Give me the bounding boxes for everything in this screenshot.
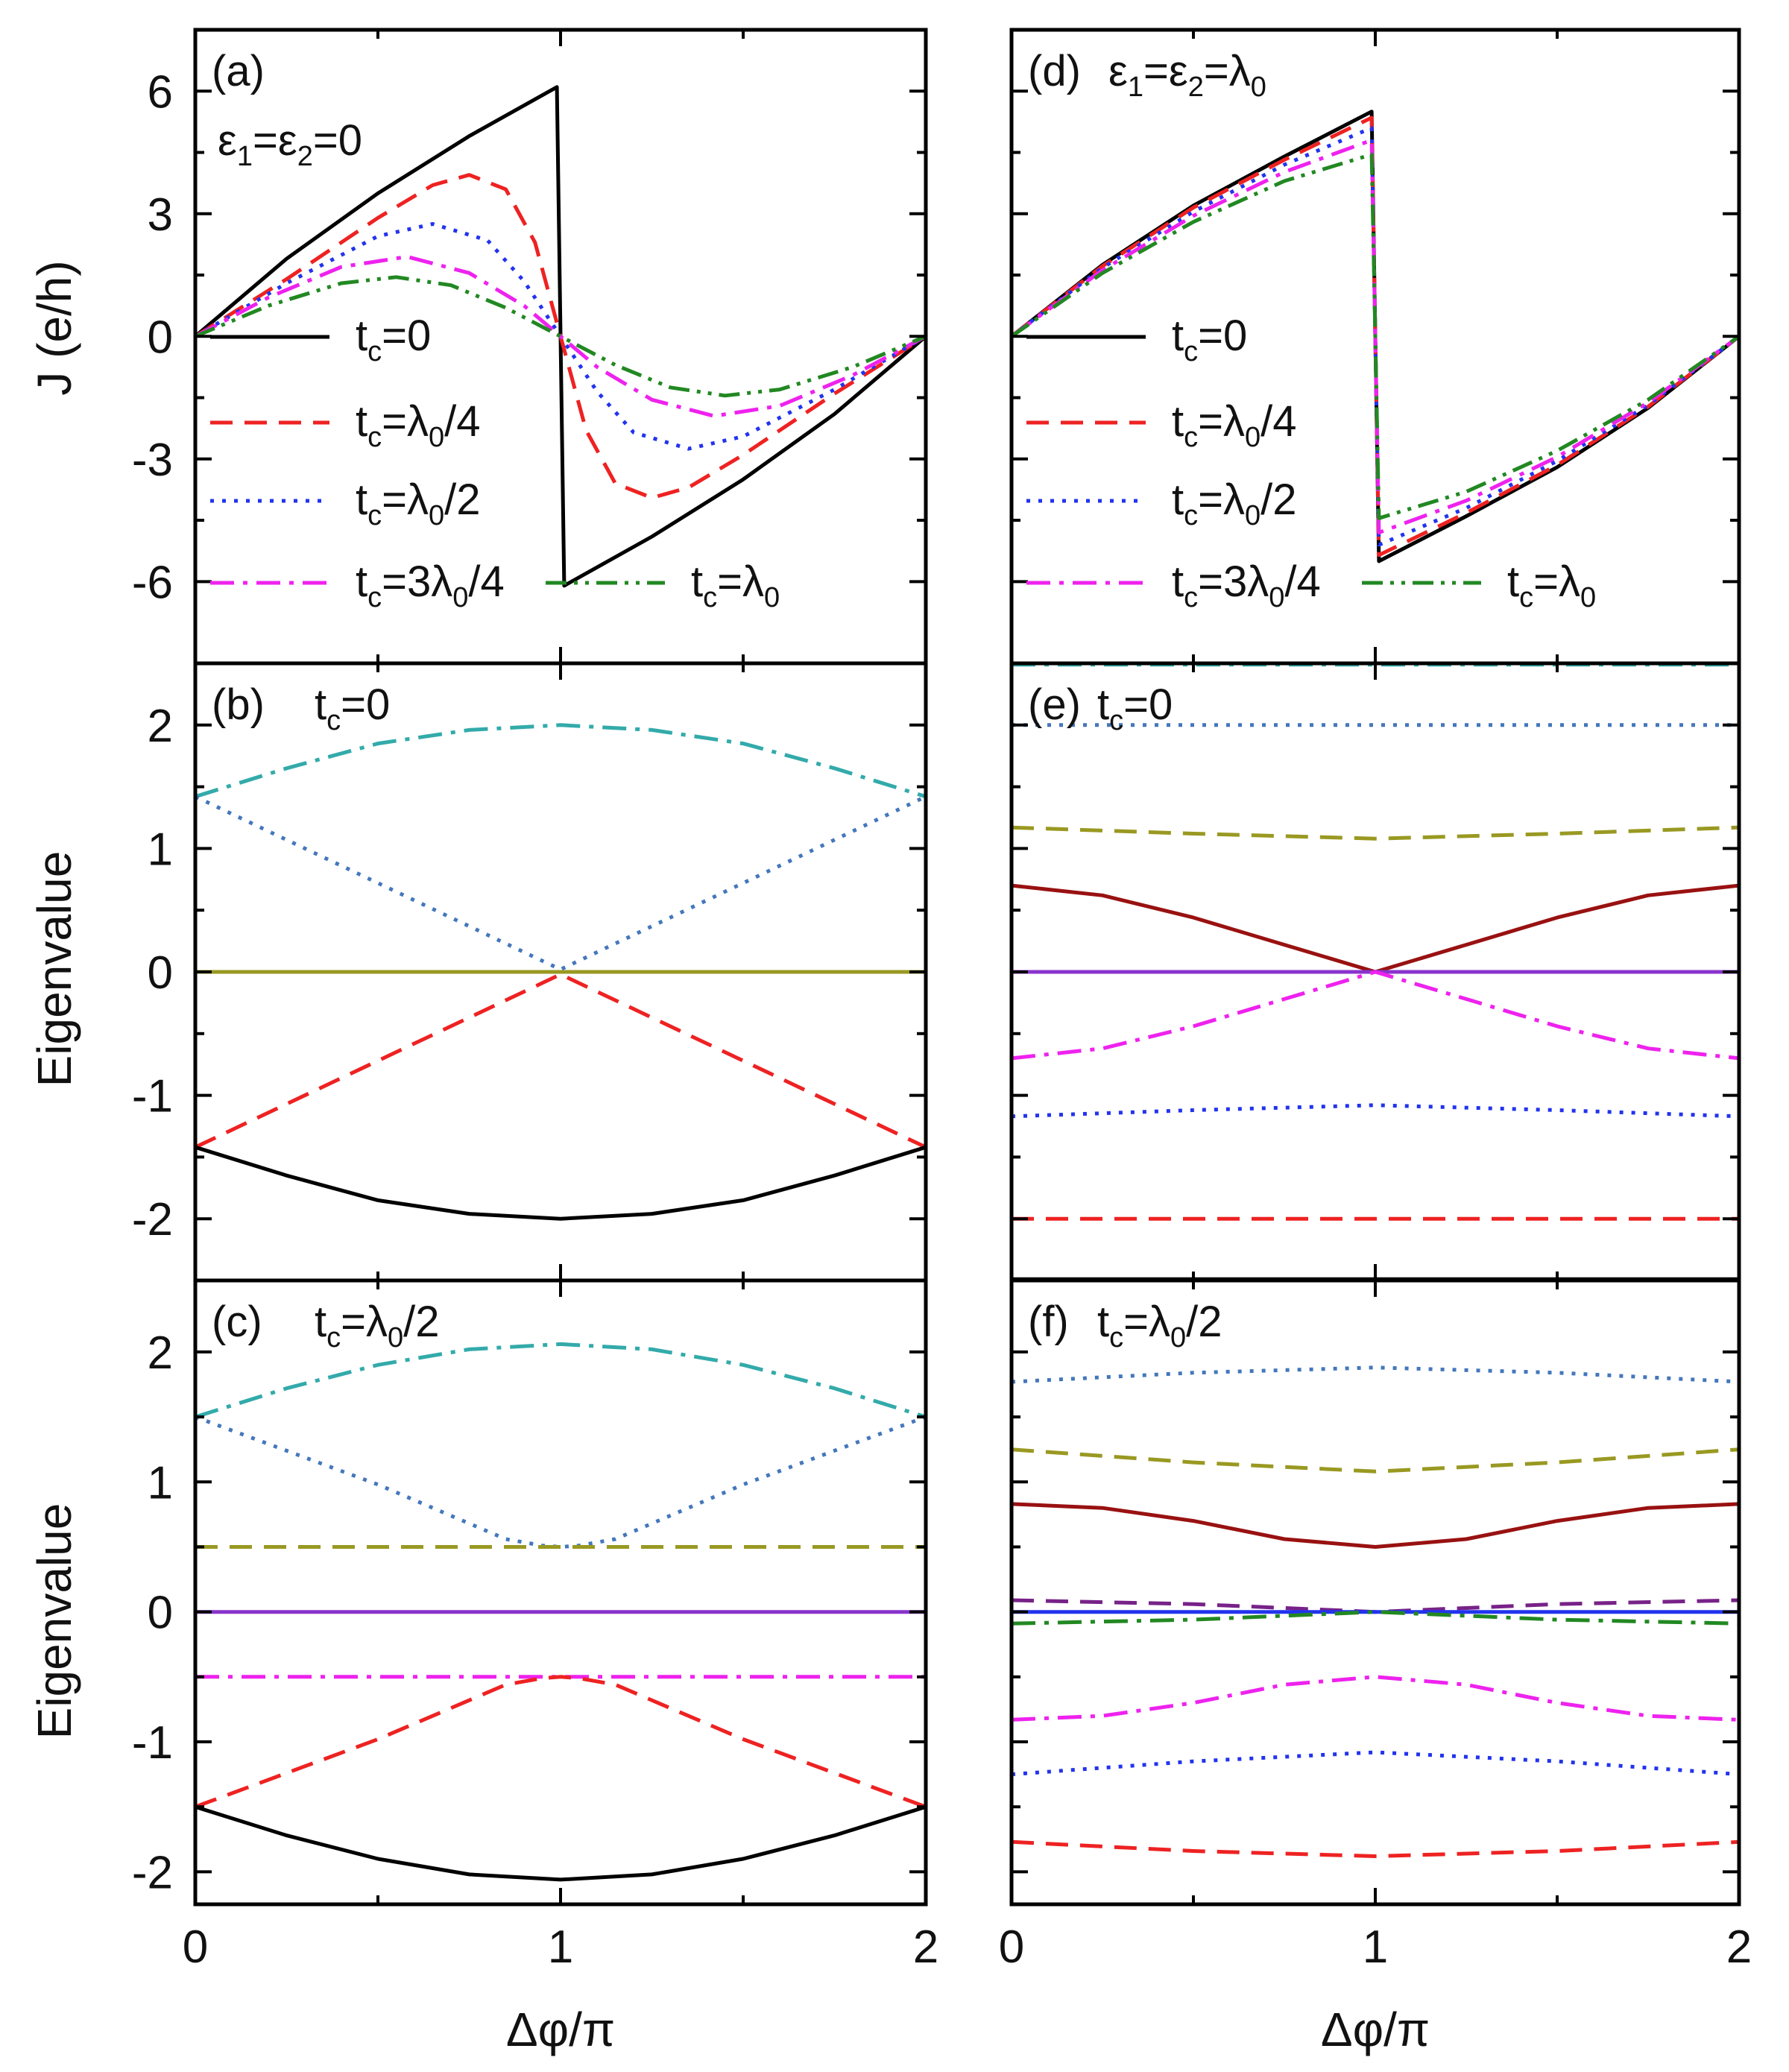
series-c-6 — [195, 1675, 926, 1809]
series-e-6 — [1012, 970, 1739, 1061]
panel-c: -2 -1 0 1 2 0 1 2 (c) tc=λ0/2 — [132, 1278, 938, 1973]
plot-frame-f — [1009, 1278, 1741, 1907]
ytick-label-c-2: 0 — [148, 1588, 173, 1639]
series-d-5 — [1012, 152, 1739, 520]
panel-f: 0 1 2 (f) tc=λ0/2 — [999, 1278, 1752, 1973]
y-axis-title-middle: Eigenvalue — [28, 851, 81, 1087]
series-c-2 — [195, 1415, 926, 1549]
series-f-3 — [1012, 1502, 1739, 1549]
legend-label-a-3: tc=λ0/2 — [356, 476, 481, 531]
ytick-label-a-1: -3 — [132, 435, 173, 486]
series-f-7 — [1012, 1675, 1739, 1722]
panel-label-f: (f) — [1028, 1298, 1069, 1346]
series-b-2 — [195, 795, 926, 972]
x-axis-title-left: Δφ/π — [506, 2003, 615, 2056]
panel-label-c: (c) — [212, 1298, 262, 1346]
panel-label-e: (e) — [1028, 680, 1081, 729]
xtick-label-c-1: 1 — [548, 1921, 573, 1973]
ytick-label-a-3: 3 — [148, 189, 173, 241]
legend-label-a-5: tc=λ0 — [691, 558, 780, 613]
legend-label-d-5: tc=λ0 — [1507, 558, 1596, 613]
panel-label-d: (d) — [1028, 47, 1081, 95]
panel-annotation-e: tc=0 — [1097, 680, 1173, 736]
panel-label-a: (a) — [212, 47, 265, 95]
series-e-3 — [1012, 825, 1739, 841]
series-f-1 — [1012, 1365, 1739, 1384]
y-axis-title-bottom: Eigenvalue — [28, 1503, 81, 1740]
panel-annotation-b: tc=0 — [315, 680, 390, 736]
series-b-1 — [195, 723, 926, 799]
ytick-label-b-1: -1 — [132, 1071, 173, 1122]
series-c-7 — [195, 1804, 926, 1882]
series-f-6 — [1012, 1610, 1739, 1626]
xtick-label-f-1: 1 — [1363, 1921, 1388, 1973]
panel-b: -2 -1 0 1 2 (b) tc=0 — [132, 661, 928, 1283]
series-a-5 — [195, 275, 926, 398]
panel-d: (d) ε1=ε2=λ0 tc=0 tc=λ0/4 tc=λ0/2 tc=3λ0/4 tc=… — [1009, 28, 1741, 666]
ytick-label-c-1: -1 — [132, 1717, 173, 1769]
series-d-2 — [1012, 116, 1739, 558]
xtick-label-f-2: 2 — [1726, 1921, 1752, 1973]
panel-annotation-f: tc=λ0/2 — [1097, 1298, 1222, 1354]
ytick-label-a-0: -6 — [132, 557, 173, 608]
x-axis-title-right: Δφ/π — [1321, 2003, 1430, 2056]
series-b-5 — [195, 1145, 926, 1221]
ytick-label-b-3: 1 — [148, 824, 173, 875]
legend-label-a-2: tc=λ0/4 — [356, 397, 481, 453]
legend-label-d-1: tc=0 — [1172, 312, 1247, 367]
ytick-label-a-4: 6 — [148, 66, 173, 118]
series-f-9 — [1012, 1839, 1739, 1858]
plot-frame-c — [193, 1278, 928, 1907]
ytick-label-c-4: 2 — [148, 1327, 173, 1379]
legend-label-d-3: tc=λ0/2 — [1172, 476, 1297, 531]
panel-a: -6 -3 0 3 6 (a) ε1=ε2=0 tc=0 tc=λ0/4 tc=λ0/2 tc=3λ… — [132, 28, 928, 666]
series-e-7 — [1012, 1103, 1739, 1119]
panel-annotation-a: ε1=ε2=0 — [218, 116, 362, 172]
y-axis-title-top: J (e/h) — [28, 260, 81, 395]
legend-label-a-1: tc=0 — [356, 312, 431, 367]
ytick-label-c-3: 1 — [148, 1457, 173, 1509]
ytick-label-b-2: 0 — [148, 947, 173, 999]
legend-label-a-4: tc=3λ0/4 — [356, 558, 505, 613]
series-c-1 — [195, 1342, 926, 1419]
xtick-label-f-0: 0 — [999, 1921, 1024, 1973]
ytick-label-c-0: -2 — [132, 1847, 173, 1898]
series-b-4 — [195, 972, 926, 1149]
panel-annotation-c: tc=λ0/2 — [315, 1298, 440, 1354]
series-a-4 — [195, 254, 926, 418]
series-f-2 — [1012, 1447, 1739, 1474]
series-d-3 — [1012, 126, 1739, 547]
series-f-8 — [1012, 1750, 1739, 1777]
panel-e: (e) tc=0 — [1009, 661, 1741, 1283]
ytick-label-b-4: 2 — [148, 701, 173, 752]
xtick-label-c-2: 2 — [913, 1921, 938, 1973]
legend-label-d-2: tc=λ0/4 — [1172, 397, 1297, 453]
legend-label-d-4: tc=3λ0/4 — [1172, 558, 1321, 613]
ytick-label-a-2: 0 — [148, 312, 173, 363]
panel-annotation-d: ε1=ε2=λ0 — [1108, 47, 1266, 103]
panel-label-b: (b) — [212, 680, 265, 729]
xtick-label-c-0: 0 — [183, 1921, 208, 1973]
series-e-4 — [1012, 883, 1739, 974]
ytick-label-b-0: -2 — [132, 1194, 173, 1245]
